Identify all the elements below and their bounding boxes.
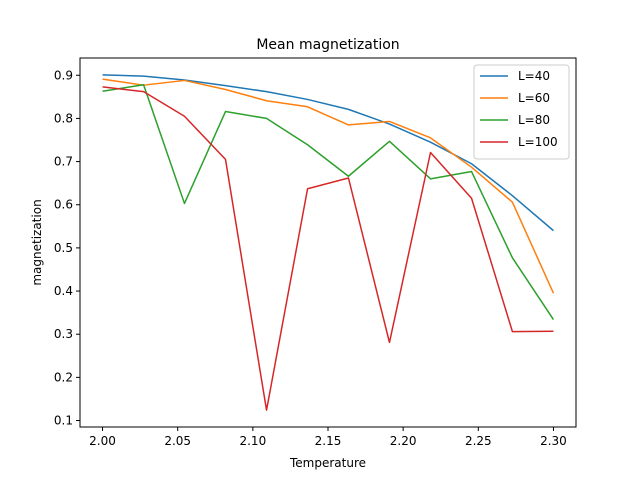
- x-tick-label: 2.30: [540, 434, 567, 448]
- x-tick-label: 2.05: [164, 434, 191, 448]
- legend-label-2: L=60: [518, 91, 550, 105]
- y-tick-label: 0.3: [54, 327, 73, 341]
- plot-lines: [102, 74, 555, 411]
- y-axis-label: magnetization: [30, 199, 44, 285]
- y-tick-label: 0.9: [54, 68, 73, 82]
- x-axis-ticks: 2.00 2.05 2.10 2.15 2.20 2.25 2.30: [89, 427, 567, 448]
- y-tick-label: 0.8: [54, 111, 73, 125]
- legend-label-1: L=40: [518, 69, 550, 83]
- series-line-4: [102, 86, 554, 411]
- y-tick-label: 0.7: [54, 155, 73, 169]
- x-tick-label: 2.10: [239, 434, 266, 448]
- x-tick-label: 2.15: [315, 434, 342, 448]
- chart-title: Mean magnetization: [256, 37, 399, 53]
- legend: L=40 L=60 L=80 L=100: [473, 64, 570, 160]
- x-tick-label: 2.25: [465, 434, 492, 448]
- legend-label-3: L=80: [518, 113, 550, 127]
- legend-label-4: L=100: [518, 135, 558, 149]
- series-line-2: [102, 78, 555, 294]
- y-axis-ticks: 0.1 0.2 0.3 0.4 0.5 0.6 0.7 0.8 0.9: [54, 68, 80, 428]
- x-tick-label: 2.00: [89, 434, 116, 448]
- y-tick-label: 0.2: [54, 370, 73, 384]
- y-tick-label: 0.4: [54, 284, 73, 298]
- legend-box: [473, 64, 570, 160]
- x-tick-label: 2.20: [390, 434, 417, 448]
- y-tick-label: 0.5: [54, 241, 73, 255]
- x-axis-label: Temperature: [289, 456, 366, 470]
- y-tick-label: 0.6: [54, 198, 73, 212]
- series-line-3: [102, 84, 555, 320]
- y-tick-label: 0.1: [54, 414, 73, 428]
- series-line-1: [102, 74, 554, 232]
